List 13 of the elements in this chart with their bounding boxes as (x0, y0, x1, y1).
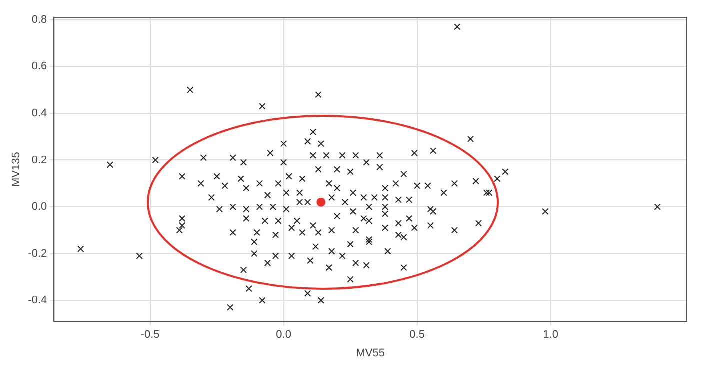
y-axis-title: MV135 (10, 152, 23, 188)
y-tick-label: 0.8 (32, 14, 48, 26)
y-tick-label: -0.2 (28, 248, 48, 260)
y-tick-label: -0.4 (28, 294, 48, 307)
x-axis-title: MV55 (356, 347, 385, 360)
x-tick-label: -0.5 (140, 329, 160, 342)
y-tick-label: 0.0 (32, 201, 48, 214)
y-tick-label: 0.6 (32, 60, 48, 73)
x-tick-label: 0.0 (276, 329, 292, 342)
y-tick-label: 0.2 (32, 154, 48, 166)
x-tick-label: 0.5 (410, 329, 425, 342)
x-tick-label: 1.0 (543, 329, 558, 342)
y-tick-label: 0.4 (32, 108, 48, 120)
